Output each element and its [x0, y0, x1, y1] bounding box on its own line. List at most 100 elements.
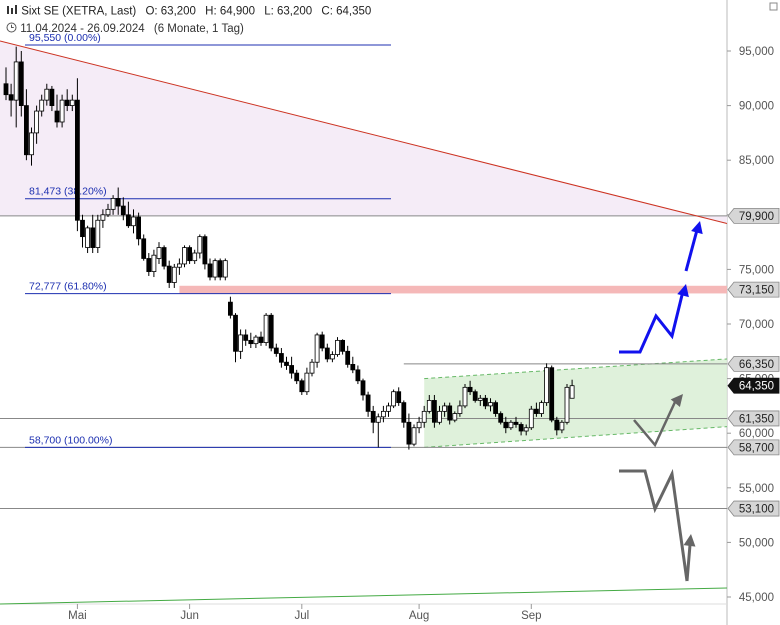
low-value: L: 63,200: [264, 5, 313, 18]
bull-arrow-line: [619, 290, 685, 354]
fibonacci-label: 95,550 (0.00%): [29, 32, 101, 44]
candle: [64, 99, 70, 106]
candle: [217, 260, 223, 278]
candle: [345, 350, 351, 365]
candle: [3, 83, 9, 96]
bear-arrow-line-2: [685, 544, 692, 582]
candle: [375, 416, 381, 423]
candle: [238, 334, 244, 352]
candle: [350, 364, 356, 371]
candle: [166, 265, 172, 283]
candle: [437, 410, 442, 423]
chart-settings-icon[interactable]: [6, 5, 18, 18]
candle: [227, 301, 233, 316]
neutral-arrow-line: [633, 401, 677, 448]
candle: [29, 132, 34, 156]
bull-arrow-line-2: [684, 229, 699, 272]
candle: [80, 219, 85, 238]
bear-arrow-line: [619, 468, 689, 582]
bear-arrow-head: [683, 534, 696, 547]
candle: [482, 397, 488, 407]
candle: [518, 424, 524, 432]
candle: [192, 252, 198, 262]
candle: [182, 247, 187, 265]
downtrend-line: [0, 40, 728, 225]
level-flag: [727, 355, 780, 372]
last-price-flag: [727, 377, 780, 394]
candle: [171, 266, 177, 283]
x-tick-label: Jul: [294, 610, 309, 622]
candle: [187, 247, 193, 262]
candle: [243, 334, 249, 341]
maximize-icon: [769, 2, 778, 11]
candle: [493, 402, 499, 414]
candle: [258, 336, 264, 343]
candle: [233, 314, 238, 352]
level-label: 58,700: [739, 442, 774, 454]
candle: [294, 372, 300, 382]
candle: [268, 314, 274, 349]
candle: [54, 110, 60, 123]
candle: [289, 365, 295, 374]
candle: [136, 216, 142, 240]
bull-arrow-head-2: [691, 221, 703, 235]
bull-arrow-head: [677, 284, 689, 298]
candle: [503, 421, 509, 429]
candle: [90, 227, 96, 248]
candle: [85, 227, 90, 248]
candle: [156, 247, 162, 259]
candle: [39, 99, 45, 112]
candle: [207, 263, 213, 278]
y-tick-label: 60,000: [739, 428, 774, 440]
candle: [467, 386, 473, 393]
candle: [212, 260, 218, 278]
candle: [523, 427, 529, 432]
candle: [498, 413, 504, 423]
candle: [549, 367, 555, 421]
candle: [309, 361, 315, 374]
candle: [452, 413, 458, 421]
period: (6 Monate, 1 Tag): [153, 23, 244, 36]
level-label: 79,900: [739, 211, 774, 223]
candle: [380, 410, 386, 418]
y-tick-label: 70,000: [739, 319, 774, 331]
level-flag: [727, 439, 780, 456]
candle: [365, 394, 371, 412]
candle: [59, 99, 65, 123]
level-flag: [727, 281, 780, 298]
candle: [534, 408, 539, 414]
candle: [406, 421, 412, 445]
candle: [421, 410, 427, 423]
candle: [360, 380, 366, 396]
y-tick-label: 50,000: [739, 537, 774, 549]
candle: [472, 391, 478, 401]
level-label: 53,100: [739, 504, 774, 516]
candle: [304, 372, 310, 393]
neutral-arrow-head: [670, 394, 683, 408]
candle: [508, 421, 514, 429]
candle: [314, 334, 320, 363]
candle: [131, 216, 136, 227]
y-tick-label: 75,000: [739, 264, 774, 276]
candle: [528, 408, 534, 429]
candle: [151, 254, 157, 272]
candle: [202, 236, 208, 265]
candle: [370, 410, 376, 423]
candle: [95, 219, 101, 248]
candle: [355, 369, 361, 382]
candle: [161, 247, 167, 267]
clock-icon: [6, 22, 17, 36]
level-flag: [727, 207, 780, 224]
candle: [396, 391, 402, 404]
candle: [273, 347, 279, 354]
candle: [564, 386, 570, 423]
candle: [110, 198, 116, 210]
candle: [263, 314, 269, 343]
candle: [544, 367, 549, 404]
candle: [488, 402, 493, 407]
x-tick-label: Jun: [180, 610, 199, 622]
candle: [100, 214, 106, 221]
candle: [75, 99, 80, 221]
candle: [340, 339, 346, 352]
